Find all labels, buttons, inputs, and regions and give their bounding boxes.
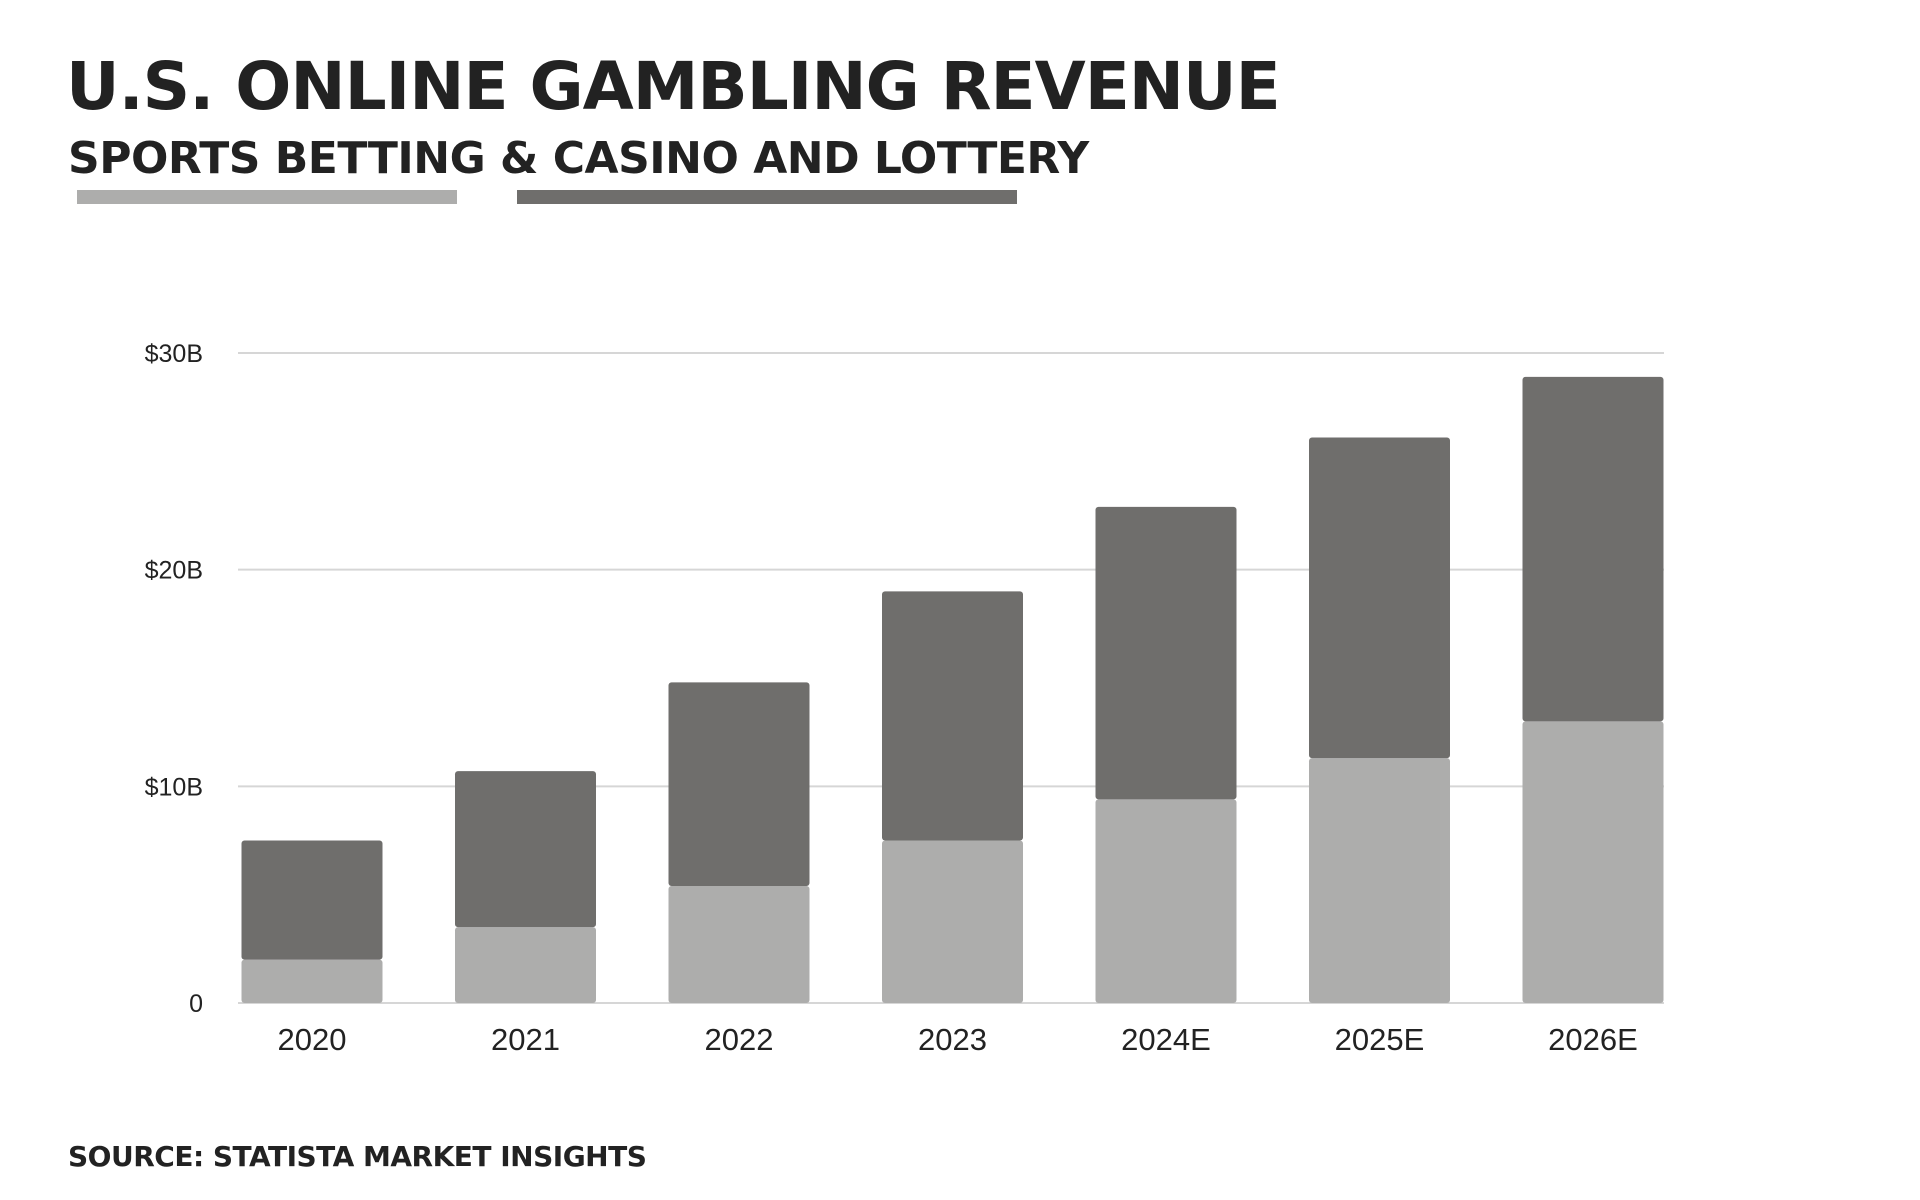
bar-casino-lottery-2021 [455, 771, 596, 928]
bar-sports-betting-2024e [1095, 799, 1237, 1003]
bar-sports-betting-2020 [241, 959, 383, 1003]
x-tick-label: 2026E [1548, 1022, 1638, 1057]
bar-casino-lottery-2024e [1095, 506, 1237, 800]
x-tick-label: 2024E [1121, 1022, 1211, 1057]
legend-swatch-casino-lottery [517, 190, 1017, 204]
source-note: SOURCE: STATISTA MARKET INSIGHTS [68, 1140, 647, 1173]
bar-casino-lottery-2026e [1522, 376, 1664, 722]
bar-sports-betting-2026e [1522, 721, 1664, 1003]
y-tick-label: $30B [145, 340, 203, 368]
bar-sports-betting-2022 [668, 886, 810, 1003]
bar-casino-lottery-2022 [668, 682, 810, 886]
legend-label-sports-betting: SPORTS BETTING [68, 133, 486, 184]
x-tick-label: 2023 [918, 1022, 987, 1057]
y-tick-label: 0 [189, 990, 203, 1018]
chart-title: U.S. ONLINE GAMBLING REVENUE [66, 48, 1281, 125]
legend-swatch-sports-betting [77, 190, 457, 204]
x-tick-label: 2021 [491, 1022, 560, 1057]
bar-casino-lottery-2023 [882, 591, 1023, 841]
bar-sports-betting-2025e [1309, 758, 1450, 1003]
chart-subtitle: SPORTS BETTING & CASINO AND LOTTERY [68, 130, 1089, 188]
y-tick-label: $10B [145, 773, 203, 801]
legend-label-casino-lottery: CASINO AND LOTTERY [552, 133, 1089, 184]
bar-casino-lottery-2020 [241, 840, 383, 960]
bar-sports-betting-2023 [882, 840, 1023, 1003]
x-tick-label: 2022 [705, 1022, 774, 1057]
bar-sports-betting-2021 [455, 927, 596, 1003]
bar-casino-lottery-2025e [1309, 437, 1450, 759]
x-tick-label: 2020 [278, 1022, 347, 1057]
subtitle-connector: & [500, 133, 538, 184]
y-tick-label: $20B [145, 557, 203, 585]
x-tick-label: 2025E [1335, 1022, 1425, 1057]
